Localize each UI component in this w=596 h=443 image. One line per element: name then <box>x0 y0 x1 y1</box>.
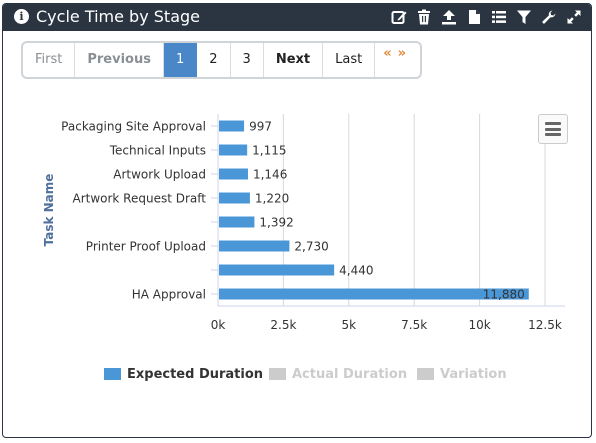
legend-item[interactable]: Expected Duration <box>104 364 263 384</box>
x-tick-label: 10k <box>468 318 490 332</box>
category-label: Artwork Request Draft <box>72 192 206 206</box>
legend-swatch <box>104 368 121 380</box>
pager-arrows: «» <box>375 43 420 77</box>
bar-chart: 0k 2.5k 5k 7.5k 10k 12.5k Packaging Site Appro… <box>42 114 565 332</box>
header-toolbar <box>390 8 583 26</box>
pagination: First Previous 1 2 3 Next Last «» <box>21 41 423 79</box>
bar <box>219 192 250 204</box>
x-tick-label: 0k <box>211 318 226 332</box>
trash-icon[interactable] <box>415 8 433 26</box>
category-label: HA Approval <box>132 288 206 302</box>
last-page-button[interactable]: Last <box>323 43 376 77</box>
edit-icon[interactable] <box>390 8 408 26</box>
legend-swatch <box>269 368 286 380</box>
list-icon[interactable] <box>490 8 508 26</box>
category-label: Printer Proof Upload <box>86 240 206 254</box>
next-page-button[interactable]: Next <box>264 43 324 77</box>
expand-icon[interactable] <box>565 8 583 26</box>
page-3-button[interactable]: 3 <box>231 43 264 77</box>
prev-arrows-icon[interactable]: « <box>383 46 398 61</box>
filter-icon[interactable] <box>515 8 533 26</box>
category-label: Technical Inputs <box>109 144 206 158</box>
data-label: 2,730 <box>294 240 328 254</box>
bar <box>219 288 529 300</box>
legend-item[interactable]: Variation <box>417 364 507 384</box>
x-tick-label: 5k <box>342 318 357 332</box>
cycle-time-widget: i Cycle Time by Stage <box>2 3 592 438</box>
bar <box>219 240 290 252</box>
chart-menu-button[interactable] <box>538 114 568 144</box>
upload-icon[interactable] <box>440 8 458 26</box>
category-label: Artwork Upload <box>113 168 206 182</box>
data-label: 997 <box>249 120 272 134</box>
data-label: 1,392 <box>259 216 293 230</box>
x-tick-label: 7.5k <box>401 318 427 332</box>
first-page-button[interactable]: First <box>23 43 76 77</box>
x-tick-label: 2.5k <box>270 318 296 332</box>
widget-header: i Cycle Time by Stage <box>3 4 591 31</box>
legend-label: Expected Duration <box>127 366 264 382</box>
bar <box>219 144 248 156</box>
x-tick-label: 12.5k <box>528 318 562 332</box>
legend-label: Variation <box>440 366 507 382</box>
data-label: 11,880 <box>483 288 525 302</box>
data-label: 1,220 <box>255 192 289 206</box>
y-axis-title: Task Name <box>42 174 56 247</box>
bar <box>219 168 248 180</box>
category-label: Packaging Site Approval <box>61 120 206 134</box>
previous-page-button[interactable]: Previous <box>75 43 164 77</box>
page-1-button[interactable]: 1 <box>163 43 198 77</box>
data-label: 1,115 <box>252 144 286 158</box>
data-label: 4,440 <box>339 264 373 278</box>
legend-swatch <box>417 368 434 380</box>
bar <box>219 264 335 276</box>
widget-title: Cycle Time by Stage <box>36 7 200 26</box>
legend-item[interactable]: Actual Duration <box>269 364 407 384</box>
chart-legend: Expected Duration Actual Duration Variatio… <box>3 364 591 384</box>
page-2-button[interactable]: 2 <box>197 43 231 77</box>
legend-label: Actual Duration <box>292 366 408 382</box>
bar <box>219 216 255 228</box>
next-arrows-icon[interactable]: » <box>397 46 413 61</box>
bar <box>219 120 245 132</box>
document-icon[interactable] <box>465 8 483 26</box>
wrench-icon[interactable] <box>540 8 558 26</box>
info-icon[interactable]: i <box>14 9 29 24</box>
data-label: 1,146 <box>253 168 287 182</box>
